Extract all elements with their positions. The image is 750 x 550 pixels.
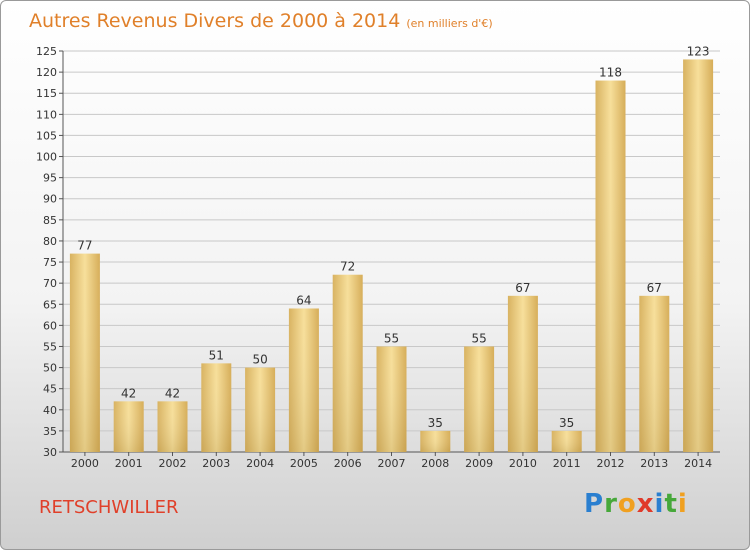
- y-tick-label: 55: [43, 340, 57, 353]
- data-label: 35: [559, 416, 574, 430]
- y-tick-label: 75: [43, 256, 57, 269]
- bar-shade: [683, 59, 714, 452]
- chart-title-main: Autres Revenus Divers de 2000 à 2014: [29, 10, 401, 32]
- x-tick-label: 2007: [378, 457, 406, 470]
- bar-shade: [288, 308, 319, 452]
- y-tick-label: 95: [43, 172, 57, 185]
- x-tick-label: 2012: [597, 457, 625, 470]
- y-tick-label: 115: [36, 87, 57, 100]
- x-tick-label: 2006: [334, 457, 362, 470]
- data-label: 55: [384, 331, 399, 345]
- x-tick-label: 2002: [159, 457, 187, 470]
- y-tick-label: 60: [43, 319, 57, 332]
- data-label: 118: [599, 66, 622, 80]
- bar-shade: [113, 401, 144, 452]
- bar-shade: [595, 80, 626, 453]
- bar-shade: [376, 346, 407, 452]
- data-label: 123: [687, 44, 710, 58]
- y-tick-label: 90: [43, 193, 57, 206]
- x-tick-label: 2014: [684, 457, 712, 470]
- x-tick-label: 2011: [553, 457, 581, 470]
- x-tick-label: 2013: [640, 457, 668, 470]
- bar-shade: [639, 295, 670, 452]
- data-label: 72: [340, 260, 355, 274]
- y-tick-label: 80: [43, 235, 57, 248]
- x-tick-label: 2004: [246, 457, 274, 470]
- y-tick-label: 40: [43, 404, 57, 417]
- x-tick-label: 2003: [202, 457, 230, 470]
- place-name: RETSCHWILLER: [39, 497, 179, 518]
- y-tick-label: 35: [43, 425, 57, 438]
- bar-shade: [201, 363, 232, 452]
- y-tick-label: 70: [43, 277, 57, 290]
- data-label: 42: [121, 386, 136, 400]
- bar-shade: [157, 401, 188, 452]
- bar-shade: [551, 430, 582, 452]
- x-tick-label: 2005: [290, 457, 318, 470]
- y-tick-label: 85: [43, 214, 57, 227]
- bar-shade: [332, 274, 363, 452]
- y-tick-label: 110: [36, 108, 57, 121]
- data-label: 67: [647, 281, 662, 295]
- bar-shade: [69, 253, 100, 452]
- y-tick-label: 50: [43, 362, 57, 375]
- data-label: 35: [428, 416, 443, 430]
- chart-title-unit: (en milliers d'€): [406, 17, 493, 30]
- bar-shade: [464, 346, 495, 452]
- bar-shade: [420, 430, 451, 452]
- data-label: 67: [515, 281, 530, 295]
- y-tick-label: 30: [43, 446, 57, 459]
- data-label: 42: [165, 386, 180, 400]
- y-tick-label: 105: [36, 129, 57, 142]
- data-label: 55: [471, 331, 486, 345]
- bar-shade: [507, 295, 538, 452]
- data-label: 64: [296, 293, 311, 307]
- chart-title: Autres Revenus Divers de 2000 à 2014 (en …: [29, 10, 493, 32]
- x-tick-label: 2009: [465, 457, 493, 470]
- y-tick-label: 100: [36, 151, 57, 164]
- data-label: 77: [77, 239, 92, 253]
- bar-shade: [245, 367, 276, 452]
- proxiti-logo: Proxiti: [584, 489, 688, 519]
- y-tick-label: 45: [43, 383, 57, 396]
- y-tick-label: 65: [43, 298, 57, 311]
- x-tick-label: 2010: [509, 457, 537, 470]
- data-label: 50: [252, 353, 267, 367]
- x-tick-label: 2000: [71, 457, 99, 470]
- data-label: 51: [209, 348, 224, 362]
- x-tick-label: 2008: [421, 457, 449, 470]
- x-tick-label: 2001: [115, 457, 143, 470]
- y-tick-label: 125: [36, 45, 57, 58]
- y-tick-label: 120: [36, 66, 57, 79]
